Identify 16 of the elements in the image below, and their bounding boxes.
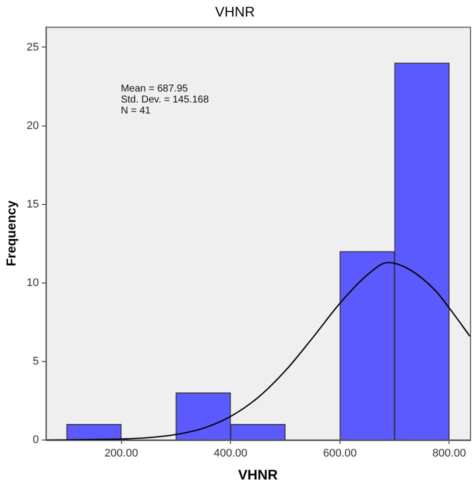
y-tick-label: 0 (32, 434, 39, 446)
x-axis-title: VHNR (238, 466, 278, 482)
chart-title: VHNR (215, 3, 255, 20)
y-axis-title: Frequency (3, 200, 18, 266)
x-tick-label: 600.00 (323, 448, 357, 460)
y-tick-label: 10 (26, 276, 39, 289)
y-tick-label: 5 (32, 355, 39, 368)
annotation: Std. Dev. = 145.168 (120, 94, 210, 106)
y-tick-label: 20 (26, 120, 39, 132)
annotation: N = 41 (120, 106, 152, 117)
x-tick-label: 400.00 (214, 448, 248, 460)
y-tick-label: 25 (26, 41, 39, 54)
annotation: Mean = 687.95 (120, 84, 188, 95)
y-tick-label: 15 (26, 198, 39, 210)
x-tick-label: 800.00 (432, 448, 466, 460)
x-tick-label: 200.00 (104, 448, 138, 460)
